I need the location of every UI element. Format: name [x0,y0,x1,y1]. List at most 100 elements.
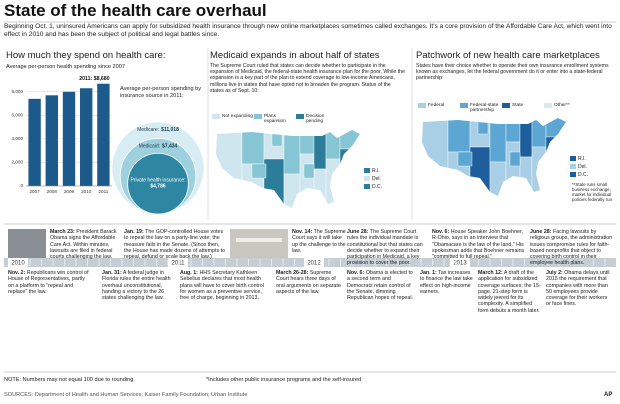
bar [97,83,110,186]
event: March 23: President Barack Obama signs t… [50,229,120,260]
circle-label: Medicare: $11,018 [137,127,179,133]
state-region [339,130,360,150]
bar [28,98,41,186]
y-tick-label: 6,000 [12,113,24,118]
map-heading: Medicaid expands in about half of states [210,50,380,61]
map-text: States have their choice whether to oper… [416,63,609,82]
year-label: 2012 [307,261,321,267]
event-date: March 26-28: [276,270,309,276]
event-text: Republicans win control of House of Repr… [8,270,89,295]
footer-footnote: *Includes other public insurance program… [206,377,362,383]
legend-swatch [254,114,262,119]
legend-label: Decision pending [306,113,325,124]
state-region [216,130,243,208]
state-region [509,151,521,167]
circle-note: Average per-person spending by insurance… [120,86,202,99]
event: Jan. 19: The GOP-controlled House votes … [124,229,226,260]
small-state-label: Del. [578,163,587,170]
event-date: Aug. 1: [180,270,198,276]
state-region [339,148,360,208]
event-date: Nov. 14: [292,229,313,235]
event-text: President Barack Obama signs the Afforda… [50,229,117,260]
y-tick-label: 2,000 [12,160,24,165]
circle-name: Medicaid: [139,144,160,150]
state-region [313,168,327,208]
y-tick-label: 8,000 [12,89,24,94]
state-region [271,133,283,147]
year-box [304,258,324,267]
intro: Beginning Oct. 1, uninsured Americans ca… [4,23,612,39]
state-region [241,130,265,165]
small-state-box [364,184,370,189]
year-box [450,258,470,267]
event-date: June 28: [530,229,552,235]
footer-note: NOTE: Numbers may not equal 100 due to r… [4,377,135,383]
y-tick-label: 0 [20,183,23,188]
x-tick-label: 2011 [98,189,108,194]
legend-swatch [502,103,510,108]
event-text: HHS Secretary Kathleen Sebelius declares… [180,270,264,301]
event: Jan. 1: Tax increases to finance the law… [420,270,474,295]
x-tick-label: 2007 [29,189,40,194]
event-date: Nov. 6: [432,229,450,235]
event: Nov. 14: The Supreme Court says it will … [292,229,346,254]
legend-swatch [460,103,468,108]
x-tick-label: 2010 [81,189,92,194]
legend-swatch [544,103,552,108]
event: June 28: Facing lawsuits by religious gr… [530,229,616,267]
small-state-box [570,172,576,177]
legend-label: Federal [428,102,445,108]
circle-name: Medicare: [137,127,159,133]
state-region [325,158,341,208]
state-region [477,121,489,135]
x-tick-label: 2009 [64,189,75,194]
circle-label: Private health insurance: $4,786 [130,178,185,190]
event: June 28: The Supreme Court rules the ind… [347,229,429,267]
state-region [251,163,267,179]
event-date: June 28: [347,229,369,235]
state-region [283,130,301,175]
circle-label: Medicaid: $7,434 [139,144,178,150]
legend-swatch [212,114,220,119]
event: Nov. 6: Obama is elected to a second ter… [347,270,415,301]
state-region [519,118,533,158]
state-region [505,118,521,143]
state-region [531,146,547,196]
small-state-box [570,164,576,169]
state-region [447,118,471,153]
state-region [299,130,315,155]
state-region [303,163,315,179]
event: Jan. 31: A federal judge in Florida rule… [102,270,174,301]
state-region [545,118,566,138]
state-region [325,130,341,160]
event-text: Supreme Court hears three days of oral a… [276,270,341,295]
state-region [531,118,547,148]
event-text: The Supreme Court says it will take up t… [292,229,346,254]
map-heading: Patchwork of new health care marketplace… [416,50,600,61]
small-state-label: Del. [372,175,381,182]
state-region [313,130,327,170]
event-text: A federal judge in Florida rules the ent… [102,270,171,301]
legend-label: Federal-state partnership [470,102,499,113]
year-box [168,258,188,267]
small-state-box [570,156,576,161]
title: State of the health care overhaul [4,1,267,20]
event-date: Jan. 1: [420,270,437,276]
legend-label: Plans expansion [264,113,286,124]
state-region [422,118,449,196]
event: July 2: Obama delays until 2015 the requ… [546,270,612,308]
map-text: The Supreme Court ruled that states can … [210,63,405,94]
small-state-box [364,176,370,181]
event: Nov. 2: Republicans win control of House… [8,270,90,295]
bar [80,88,93,186]
circle-value: $4,786 [150,184,166,190]
legend-label: Other** [554,102,570,108]
small-state-label: R.I. [578,155,586,162]
photo-detail [236,238,282,242]
state-region [489,161,507,196]
event-date: July 2: [546,270,563,276]
state-region [545,136,566,196]
state-region [263,158,285,208]
event: March 12: A draft of the application for… [478,270,542,314]
bar [62,91,76,186]
